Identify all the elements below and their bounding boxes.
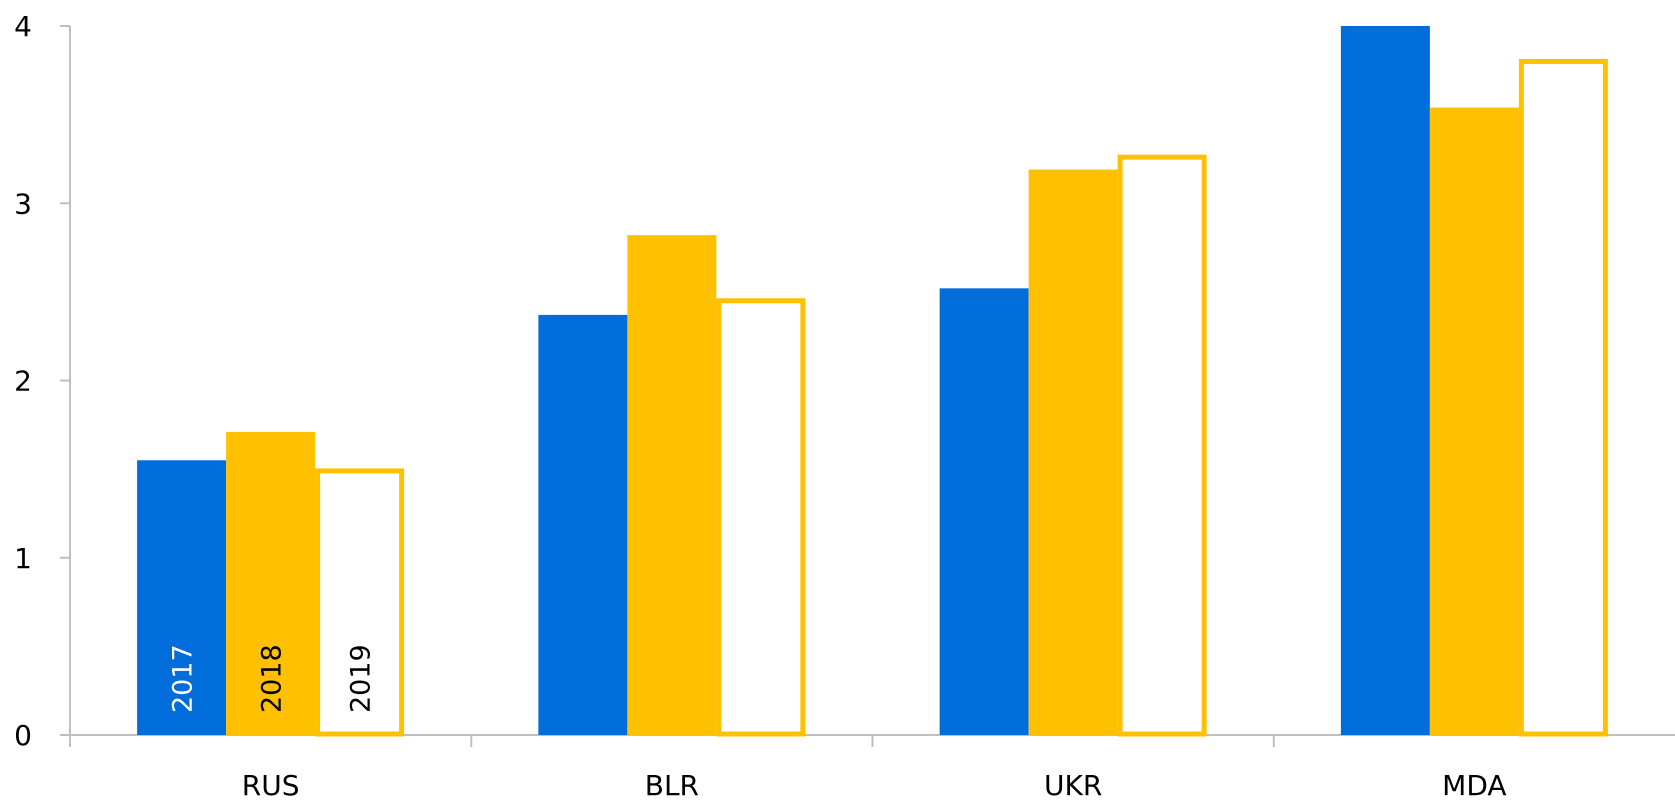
series-label-2019: 2019 [346,644,377,713]
y-tick-label: 4 [14,10,32,43]
bar-2019-BLR [716,298,806,737]
series-label-2018: 2018 [257,644,288,713]
bar-2018-UKR [1028,169,1118,735]
y-tick-label: 3 [14,187,32,220]
y-axis: 0 1 2 3 4 [14,10,71,752]
bar-2017-MDA [1340,26,1430,735]
bar-2017-BLR [538,314,628,735]
bars-group [137,26,1608,737]
bar-2018-MDA [1429,107,1519,735]
x-tick-label: MDA [1442,769,1506,802]
bar-2018-BLR [627,235,717,735]
x-tick-label: BLR [645,769,699,802]
series-label-2017: 2017 [168,644,199,713]
bar-2019-UKR [1117,154,1207,737]
x-tick-label: RUS [242,769,300,802]
y-tick-label: 2 [14,365,32,398]
bar-2017-UKR [939,288,1029,735]
x-axis: RUS BLR UKR MDA [60,734,1675,802]
bar-2019-RUS [315,468,405,737]
bar-2019-MDA [1518,58,1608,737]
bar-2018-RUS [226,431,316,735]
y-tick-label: 0 [14,719,32,752]
x-tick-label: UKR [1044,769,1102,802]
y-tick-label: 1 [14,542,32,575]
series-labels: 2017 2018 2019 [168,644,377,713]
bar-2017-RUS [137,460,227,735]
